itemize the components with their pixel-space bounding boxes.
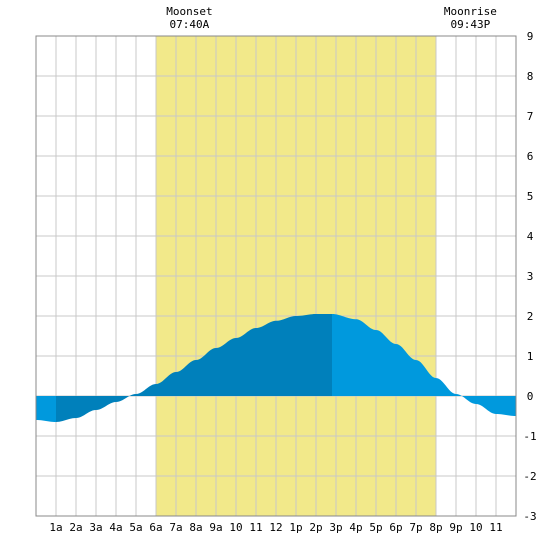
x-tick-label: 3p bbox=[329, 521, 342, 534]
y-tick-label: 2 bbox=[527, 310, 534, 323]
y-tick-label: 9 bbox=[527, 30, 534, 43]
moonrise-time: 09:43P bbox=[451, 18, 491, 31]
y-tick-label: 0 bbox=[527, 390, 534, 403]
x-tick-label: 9a bbox=[209, 521, 222, 534]
x-tick-label: 4a bbox=[109, 521, 122, 534]
x-tick-label: 4p bbox=[349, 521, 362, 534]
y-tick-label: 3 bbox=[527, 270, 534, 283]
moonset-label: Moonset bbox=[166, 5, 212, 18]
x-tick-label: 6p bbox=[389, 521, 402, 534]
x-tick-label: 1p bbox=[289, 521, 302, 534]
x-tick-label: 8p bbox=[429, 521, 442, 534]
x-tick-label: 8a bbox=[189, 521, 202, 534]
x-tick-label: 12 bbox=[269, 521, 282, 534]
tide-segment-3 bbox=[332, 314, 516, 416]
x-tick-label: 2a bbox=[69, 521, 82, 534]
y-tick-label: -3 bbox=[523, 510, 536, 523]
y-tick-label: 4 bbox=[527, 230, 534, 243]
x-tick-label: 11 bbox=[489, 521, 502, 534]
x-tick-label: 2p bbox=[309, 521, 322, 534]
x-tick-label: 9p bbox=[449, 521, 462, 534]
x-tick-label: 5p bbox=[369, 521, 382, 534]
tide-segment-2 bbox=[56, 314, 332, 422]
y-tick-label: 5 bbox=[527, 190, 534, 203]
x-tick-label: 10 bbox=[229, 521, 242, 534]
plot-frame bbox=[35, 35, 517, 517]
y-tick-label: -1 bbox=[523, 430, 536, 443]
moonset-time: 07:40A bbox=[170, 18, 210, 31]
y-tick-label: 6 bbox=[527, 150, 534, 163]
y-tick-label: 8 bbox=[527, 70, 534, 83]
x-tick-label: 3a bbox=[89, 521, 102, 534]
x-tick-label: 5a bbox=[129, 521, 142, 534]
x-tick-label: 6a bbox=[149, 521, 162, 534]
y-tick-label: -2 bbox=[523, 470, 536, 483]
tide-segment-1 bbox=[36, 396, 56, 422]
x-tick-label: 7a bbox=[169, 521, 182, 534]
y-tick-label: 7 bbox=[527, 110, 534, 123]
x-tick-label: 10 bbox=[469, 521, 482, 534]
x-tick-label: 11 bbox=[249, 521, 262, 534]
moonrise-label: Moonrise bbox=[444, 5, 497, 18]
x-tick-label: 7p bbox=[409, 521, 422, 534]
x-tick-label: 1a bbox=[49, 521, 62, 534]
y-tick-label: 1 bbox=[527, 350, 534, 363]
